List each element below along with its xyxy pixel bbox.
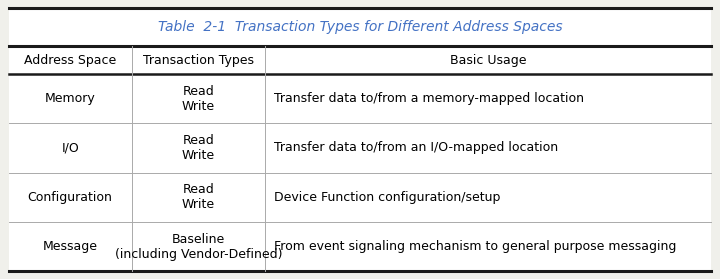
Text: I/O: I/O (61, 141, 79, 154)
Text: Memory: Memory (45, 92, 96, 105)
Text: Read
Write: Read Write (182, 183, 215, 211)
Text: Basic Usage: Basic Usage (450, 54, 526, 67)
Text: Read
Write: Read Write (182, 85, 215, 113)
Text: Baseline
(including Vendor-Defined): Baseline (including Vendor-Defined) (114, 232, 282, 261)
Text: From event signaling mechanism to general purpose messaging: From event signaling mechanism to genera… (274, 240, 676, 253)
Text: Transfer data to/from an I/O-mapped location: Transfer data to/from an I/O-mapped loca… (274, 141, 558, 154)
Text: Transfer data to/from a memory-mapped location: Transfer data to/from a memory-mapped lo… (274, 92, 584, 105)
Text: Address Space: Address Space (24, 54, 116, 67)
Text: Message: Message (42, 240, 98, 253)
Text: Configuration: Configuration (27, 191, 112, 204)
Text: Read
Write: Read Write (182, 134, 215, 162)
Text: Table  2-1  Transaction Types for Different Address Spaces: Table 2-1 Transaction Types for Differen… (158, 20, 562, 34)
Text: Device Function configuration/setup: Device Function configuration/setup (274, 191, 500, 204)
Text: Transaction Types: Transaction Types (143, 54, 254, 67)
